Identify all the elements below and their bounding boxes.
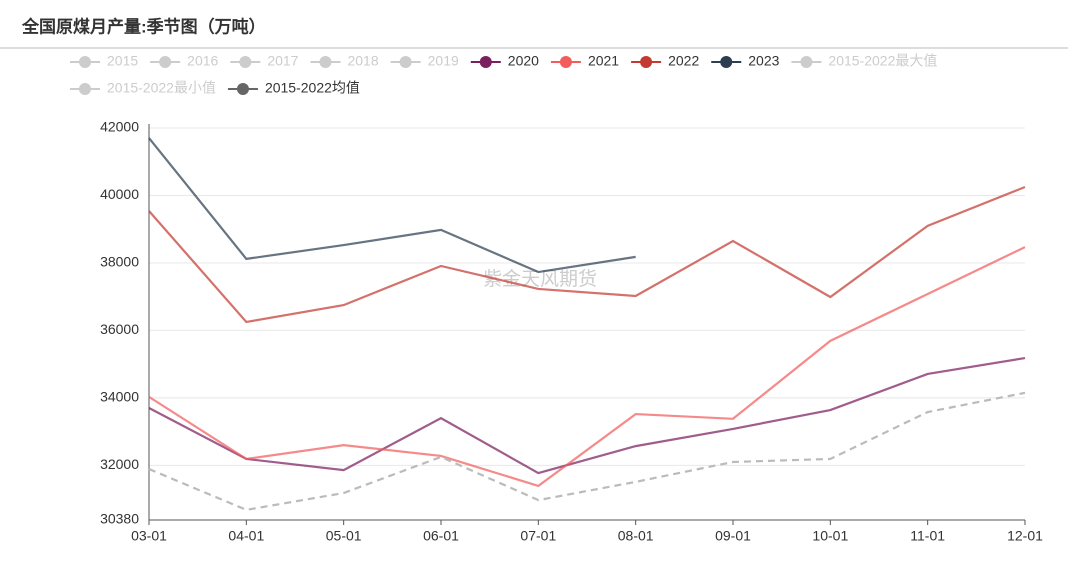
legend-item: 2015-2022均值 [227, 80, 360, 96]
legend-item: 2018 [310, 53, 379, 69]
legend-marker [236, 83, 249, 95]
legend-marker [399, 56, 412, 68]
legend-item: 2015-2022最大值 [791, 53, 937, 69]
legend-label: 2018 [347, 53, 378, 69]
legend-label: 2022 [668, 53, 699, 69]
legend-label: 2020 [508, 53, 539, 69]
x-tick-label: 03-01 [131, 528, 167, 544]
legend-marker [79, 83, 91, 95]
watermark: 紫金天风期货 [483, 268, 597, 290]
legend-label: 2015 [107, 53, 138, 69]
series-line [148, 186, 1026, 324]
chart-title: 全国原煤月产量:季节图（万吨） [21, 16, 266, 36]
x-tick-label: 07-01 [520, 528, 556, 544]
legend-item: 2019 [390, 53, 459, 69]
y-tick-label: 30380 [100, 511, 139, 527]
x-tick-label: 09-01 [715, 528, 751, 544]
legend-label: 2015-2022最大值 [828, 53, 937, 69]
legend-marker [479, 56, 492, 68]
legend-item: 2016 [150, 53, 219, 69]
legend-marker [640, 56, 653, 68]
legend-item: 2020 [470, 53, 539, 69]
legend-marker [79, 56, 91, 68]
series-line [148, 246, 1026, 488]
legend-marker [159, 56, 172, 68]
x-tick-label: 10-01 [812, 528, 848, 544]
legend-item: 2021 [550, 53, 619, 69]
legend-marker [239, 56, 252, 68]
y-tick-label: 40000 [100, 186, 139, 202]
legend-item: 2017 [230, 53, 299, 69]
x-tick-label: 06-01 [423, 528, 459, 544]
legend-label: 2023 [748, 53, 779, 69]
legend-marker [319, 56, 332, 68]
y-tick-label: 42000 [100, 119, 139, 135]
legend-item: 2022 [631, 53, 699, 69]
legend-label: 2019 [428, 53, 459, 69]
legend-marker [800, 56, 813, 68]
legend-label: 2015-2022均值 [265, 80, 360, 96]
y-tick-label: 36000 [100, 321, 139, 337]
legend-label: 2017 [267, 53, 298, 69]
x-tick-label: 04-01 [228, 528, 264, 544]
series-line [148, 356, 1026, 475]
y-tick-label: 32000 [100, 456, 139, 472]
series-line [148, 137, 636, 274]
legend-item: 2023 [711, 53, 780, 69]
legend-label: 2015-2022最小值 [107, 80, 216, 96]
y-tick-label: 34000 [100, 389, 139, 405]
x-tick-label: 08-01 [618, 528, 654, 544]
legend-label: 2016 [187, 53, 218, 69]
legend-marker [720, 56, 733, 68]
y-tick-label: 38000 [100, 254, 139, 270]
legend-marker [559, 56, 572, 68]
legend-label: 2021 [588, 53, 619, 69]
x-tick-label: 11-01 [910, 528, 945, 544]
x-tick-label: 12-01 [1007, 528, 1043, 544]
x-tick-label: 05-01 [326, 528, 362, 544]
legend-item: 2015-2022最小值 [70, 80, 216, 96]
legend-item: 2015 [70, 53, 138, 69]
